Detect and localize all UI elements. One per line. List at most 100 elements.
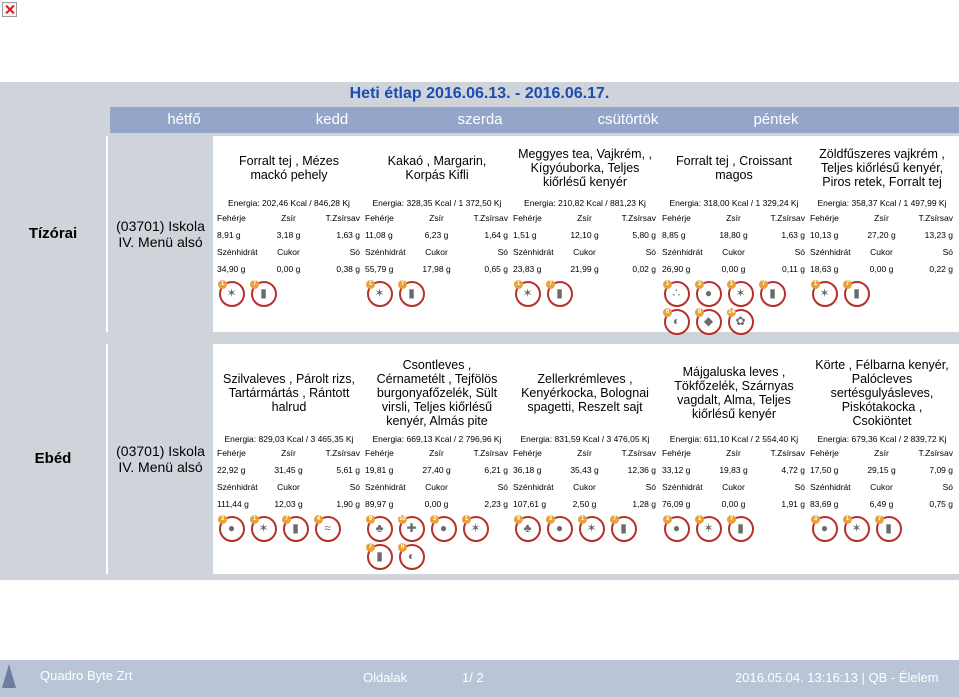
nutrient-values-1-cell: 18,80 g	[719, 230, 748, 240]
nutrient-values-2: 23,83 g 21,99 g 0,02 g	[511, 264, 659, 274]
nutrient-labels-1-cell: T.Zsírsav	[473, 448, 508, 458]
nutrient-labels-1-cell: Zsír	[726, 213, 741, 223]
nutrient-values-2-cell: 111,44 g	[217, 499, 249, 509]
nutrient-labels-1-cell: T.Zsírsav	[325, 448, 360, 458]
gluten-icon: 1 ✶	[462, 515, 489, 542]
milk-icon: 7 ▮	[366, 543, 393, 570]
egg-icon: 3 ●	[218, 515, 245, 542]
day-header: csütörtök	[597, 111, 659, 128]
nutrient-labels-2: Szénhidrát Cukor Só	[808, 247, 956, 257]
nutrient-labels-2-cell: Cukor	[573, 247, 596, 257]
nutrient-values-1-cell: 1,64 g	[484, 230, 508, 240]
nutrient-labels-1-cell: Zsír	[726, 448, 741, 458]
soy-icon: 6 ◐	[663, 308, 690, 335]
nutrient-labels-2-cell: Só	[794, 247, 805, 257]
day-menu: Körte , Félbarna kenyér, Palócleves sert…	[808, 344, 956, 574]
meal-category: Ebéd	[0, 344, 106, 574]
nutrient-labels-2-cell: Szénhidrát	[810, 247, 851, 257]
nutrient-values-2: 111,44 g 12,03 g 1,90 g	[215, 499, 363, 509]
nutrient-values-1-cell: 1,63 g	[336, 230, 360, 240]
nutrient-values-1-cell: 35,43 g	[570, 465, 599, 475]
page-title: Heti étlap 2016.06.13. - 2016.06.17.	[349, 85, 610, 102]
milk-icon: 7 ▮	[250, 280, 277, 307]
nutrient-values-2-cell: 0,00 g	[869, 264, 894, 274]
milk-icon: 7 ▮	[843, 280, 870, 307]
nutrient-labels-1-cell: T.Zsírsav	[918, 448, 953, 458]
meal-category: Tízórai	[0, 136, 106, 332]
energy-value: Energia: 358,37 Kcal / 1 497,99 Kj	[817, 198, 947, 208]
dish-name: Májgaluska leves , Tökfőzelék, Szárnyas …	[660, 354, 808, 432]
dish-text: Csontleves , Cérnametélt , Tejfölös burg…	[376, 358, 498, 428]
nutrient-values-1-cell: 10,13 g	[810, 230, 839, 240]
gluten-icon: 1 ✶	[514, 280, 541, 307]
nutrient-labels-1-cell: Zsír	[429, 213, 444, 223]
gluten-icon: 1 ✶	[695, 515, 722, 542]
nutrient-labels-2-cell: Cukor	[277, 247, 300, 257]
energy-value: Energia: 318,00 Kcal / 1 329,24 Kj	[669, 198, 799, 208]
day-menu: Forralt tej , Croissant magos Energia: 31…	[660, 136, 808, 335]
day-header: szerda	[457, 111, 503, 128]
footer: Quadro Byte Zrt Oldalak 1/ 2 2016.05.04.…	[0, 660, 959, 697]
nutrient-values-1-cell: 8,85 g	[662, 230, 686, 240]
day-menu: Meggyes tea, Vajkrém, , Kígyóuborka, Tel…	[511, 136, 659, 332]
nutrient-values-1: 8,91 g 3,18 g 1,63 g	[215, 230, 363, 240]
nutrient-labels-2-cell: Cukor	[870, 247, 893, 257]
nutrient-values-2-cell: 0,11 g	[781, 264, 805, 274]
nutrient-values-1-cell: 5,80 g	[632, 230, 656, 240]
allergen-icons: 3 ● 1 ✶ 7 ▮ 4 ≈	[215, 515, 363, 542]
nutrient-values-2-cell: 0,00 g	[424, 499, 449, 509]
dish-text: Szilvaleves , Párolt rizs, Tartármártás …	[223, 372, 355, 414]
dish-name: Szilvaleves , Párolt rizs, Tartármártás …	[215, 354, 363, 432]
nutrient-labels-2: Szénhidrát Cukor Só	[363, 247, 511, 257]
nutrient-values-1: 17,50 g 29,15 g 7,09 g	[808, 465, 956, 475]
day-header: péntek	[753, 111, 799, 128]
nutrient-values-2-cell: 0,02 g	[632, 264, 656, 274]
nutrient-labels-1: Fehérje Zsír T.Zsírsav	[215, 213, 363, 223]
energy-value: Energia: 611,10 Kcal / 2 554,40 Kj	[669, 434, 799, 444]
egg-icon: 3 ●	[546, 515, 573, 542]
nutrient-labels-1-cell: T.Zsírsav	[621, 448, 656, 458]
dish-name: Csontleves , Cérnametélt , Tejfölös burg…	[363, 354, 511, 432]
nutrient-values-2-cell: 2,50 g	[572, 499, 597, 509]
nutrient-values-2-cell: 0,00 g	[721, 499, 746, 509]
nutrient-labels-2-cell: Szénhidrát	[365, 482, 406, 492]
nutrient-labels-2: Szénhidrát Cukor Só	[215, 247, 363, 257]
nutrient-labels-1-cell: Fehérje	[365, 213, 394, 223]
allergen-icons: 9 ♣ 3 ● 1 ✶ 7 ▮	[511, 515, 659, 542]
nutrient-labels-2-cell: Szénhidrát	[662, 482, 703, 492]
nutrient-values-1-cell: 13,23 g	[924, 230, 953, 240]
nutrient-labels-2-cell: Cukor	[277, 482, 300, 492]
nutrient-values-2-cell: 0,22 g	[929, 264, 953, 274]
nutrient-values-2-cell: 0,00 g	[276, 264, 301, 274]
nutrient-labels-2-cell: Só	[942, 247, 953, 257]
day-menu: Zellerkrémleves , Kenyérkocka, Bolognai …	[511, 344, 659, 574]
nutrient-values-1-cell: 27,40 g	[422, 465, 451, 475]
gluten-icon: 1 ✶	[811, 280, 838, 307]
close-icon[interactable]	[2, 2, 17, 17]
day-menu: Csontleves , Cérnametélt , Tejfölös burg…	[363, 344, 511, 574]
nutrient-labels-1: Fehérje Zsír T.Zsírsav	[660, 213, 808, 223]
nutrient-labels-1-cell: Zsír	[874, 448, 889, 458]
dish-text: Forralt tej , Croissant magos	[675, 154, 792, 182]
nutrient-values-2-cell: 18,63 g	[810, 264, 839, 274]
day-menu: Szilvaleves , Párolt rizs, Tartármártás …	[215, 344, 363, 574]
nutrient-labels-2: Szénhidrát Cukor Só	[660, 482, 808, 492]
nutrient-values-2-cell: 0,65 g	[484, 264, 508, 274]
nutrient-labels-1: Fehérje Zsír T.Zsírsav	[660, 448, 808, 458]
nutrient-values-1-cell: 6,23 g	[424, 230, 449, 240]
nutrient-values-2-cell: 1,28 g	[632, 499, 656, 509]
nutrient-labels-2-cell: Só	[794, 482, 805, 492]
nutrient-values-1: 22,92 g 31,45 g 5,61 g	[215, 465, 363, 475]
milk-icon: 7 ▮	[546, 280, 573, 307]
nutrient-values-1-cell: 4,72 g	[781, 465, 805, 475]
nutrient-labels-2-cell: Só	[942, 482, 953, 492]
nutrient-labels-2-cell: Szénhidrát	[662, 247, 703, 257]
nutrient-values-2-cell: 55,79 g	[365, 264, 394, 274]
egg-icon: 3 ●	[663, 515, 690, 542]
energy-value: Energia: 328,35 Kcal / 1 372,50 Kj	[372, 198, 502, 208]
nutrient-labels-1-cell: T.Zsírsav	[621, 213, 656, 223]
dish-text: Kakaó , Margarin, Korpás Kifli	[387, 154, 487, 182]
nutrient-labels-2-cell: Cukor	[425, 247, 448, 257]
company-logo-icon	[2, 664, 16, 688]
nutrient-values-1-cell: 29,15 g	[867, 465, 896, 475]
